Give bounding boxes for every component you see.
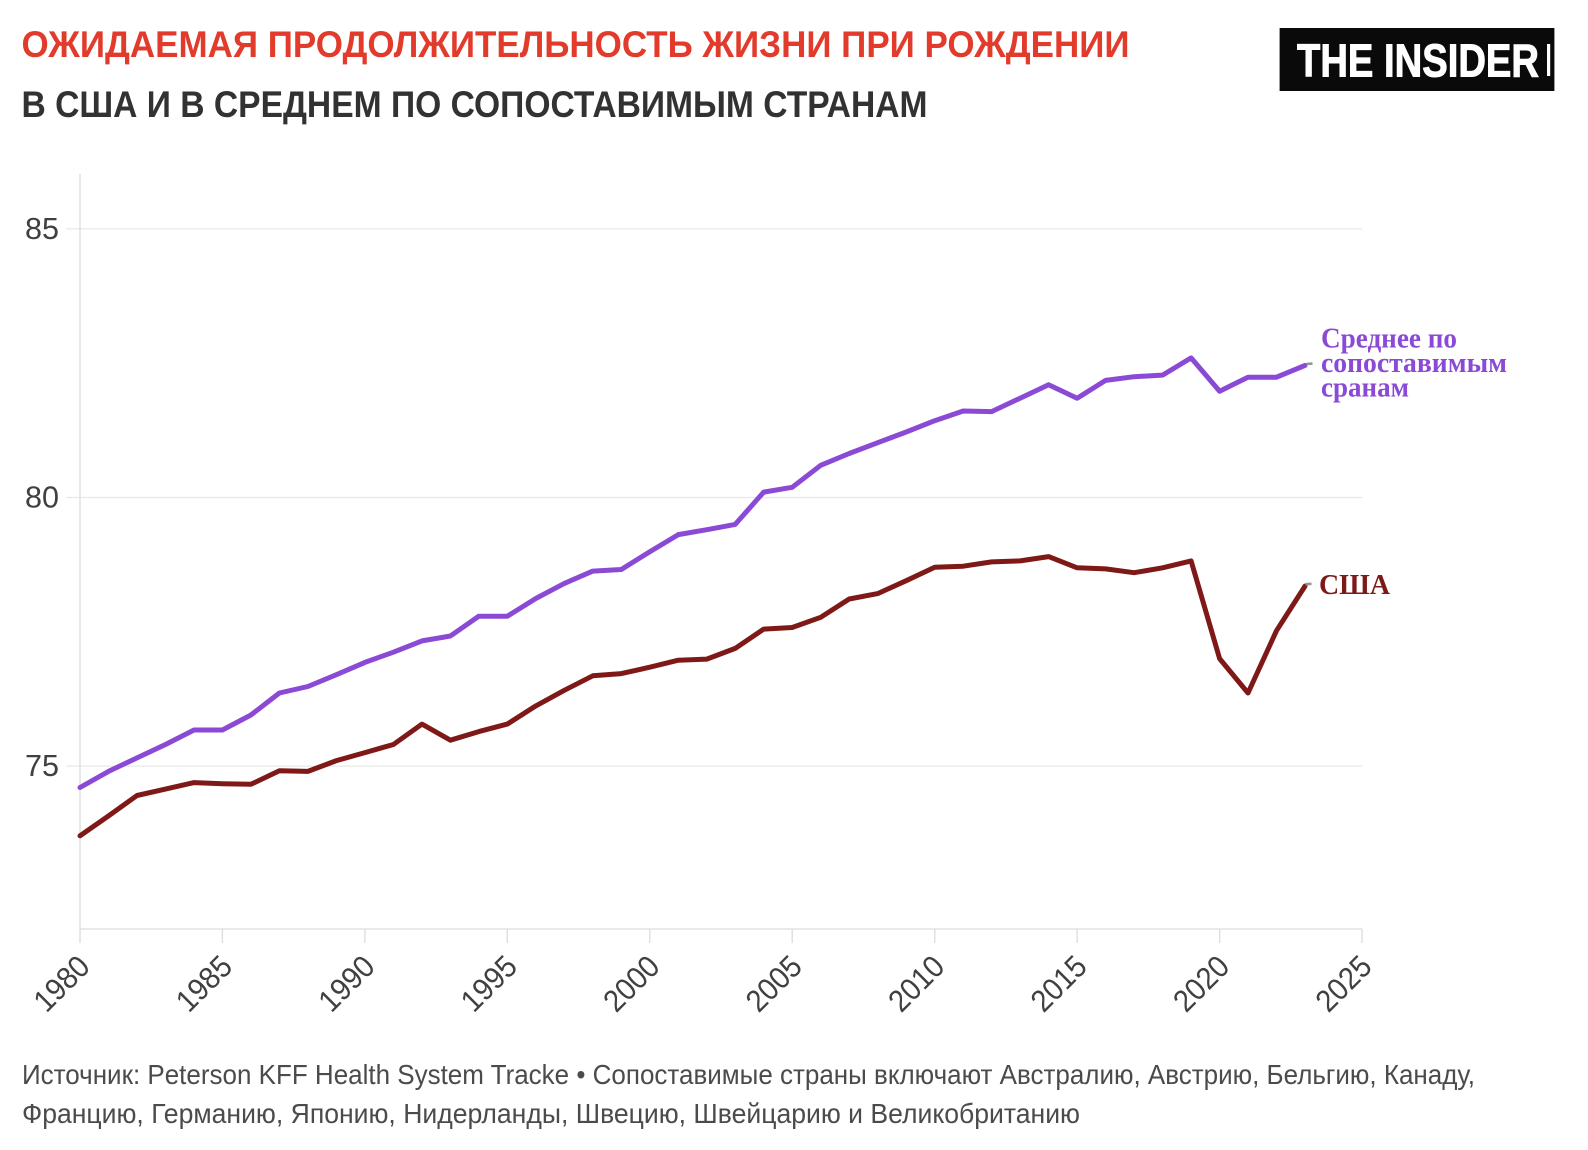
- svg-text:сранам: сранам: [1321, 373, 1409, 404]
- svg-text:США: США: [1319, 569, 1390, 601]
- svg-text:Францию, Германию, Японию, Нид: Францию, Германию, Японию, Нидерланды, Ш…: [22, 1098, 1080, 1129]
- svg-text:75: 75: [25, 748, 59, 783]
- svg-text:Среднее по: Среднее по: [1321, 324, 1457, 355]
- svg-text:В США И В СРЕДНЕМ ПО СОПОСТАВИ: В США И В СРЕДНЕМ ПО СОПОСТАВИМЫМ СТРАНА…: [22, 84, 928, 125]
- svg-text:сопоставимым: сопоставимым: [1321, 348, 1507, 379]
- svg-text:85: 85: [25, 211, 59, 246]
- svg-text:Источник: Peterson KFF Health: Источник: Peterson KFF Health System Tra…: [22, 1059, 1475, 1090]
- svg-text:80: 80: [25, 480, 59, 515]
- svg-text:THE INSIDER: THE INSIDER: [1297, 35, 1539, 87]
- svg-text:ОЖИДАЕМАЯ ПРОДОЛЖИТЕЛЬНОСТЬ ЖИ: ОЖИДАЕМАЯ ПРОДОЛЖИТЕЛЬНОСТЬ ЖИЗНИ ПРИ РО…: [22, 24, 1130, 65]
